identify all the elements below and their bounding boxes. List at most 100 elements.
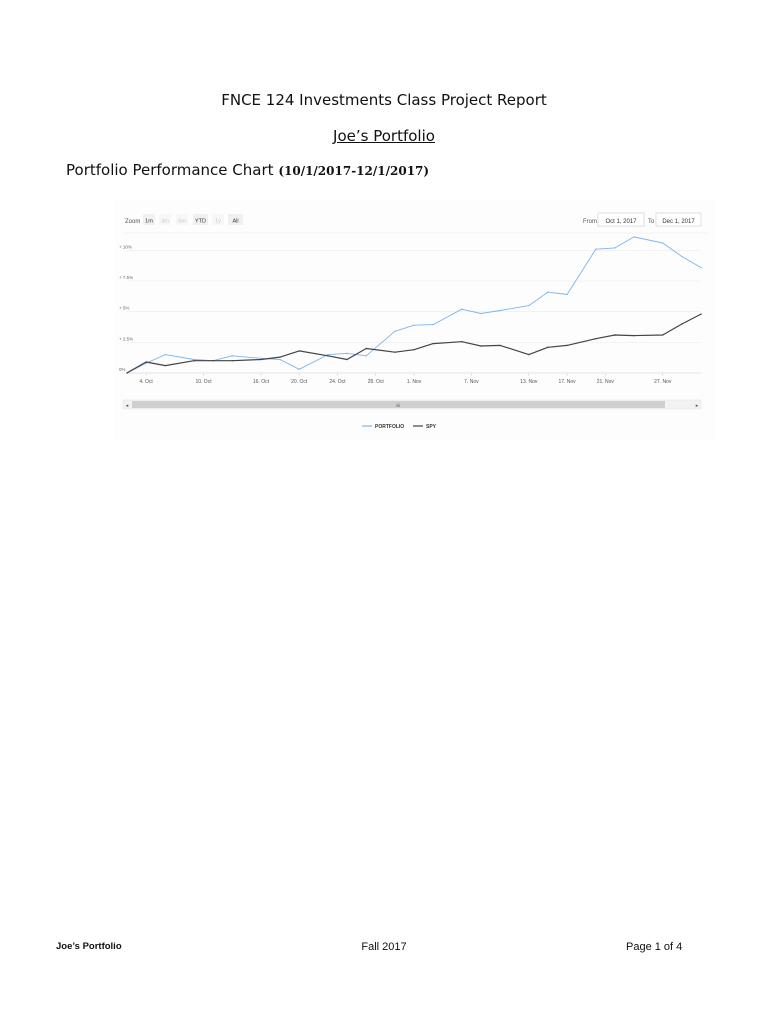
zoom-button-group: 1m 3m 6m YTD 1y All xyxy=(143,214,243,225)
data-point-portfolio xyxy=(193,358,195,361)
data-point-portfolio xyxy=(662,242,664,244)
x-tick-label: 27. Nov xyxy=(654,379,672,385)
data-point-portfolio xyxy=(413,324,415,326)
data-point-spy xyxy=(480,345,482,347)
plot-area: 0% + 2.5% + 5% + 7.5% + 10% 4. Oct 10. Oct 16. … xyxy=(119,232,707,385)
scroll-left-arrow-icon[interactable]: ◂ xyxy=(126,403,129,409)
section-heading-range: (10/1/2017-12/1/2017) xyxy=(278,164,430,178)
section-heading-text: Portfolio Performance Chart xyxy=(66,161,274,179)
data-point-spy xyxy=(394,351,396,353)
scrollbar-grip-icon: ≡ xyxy=(395,402,400,409)
data-point-spy xyxy=(662,334,664,336)
data-point-spy xyxy=(700,313,702,315)
x-tick-label: 4. Oct xyxy=(139,379,153,385)
data-point-spy xyxy=(365,347,367,350)
data-point-portfolio xyxy=(614,247,616,249)
y-tick-label: + 10% xyxy=(119,244,132,249)
zoom-button-6m[interactable] xyxy=(176,214,188,225)
zoom-button-label-1y[interactable]: 1y xyxy=(215,219,221,225)
data-point-portfolio xyxy=(633,236,635,238)
data-point-spy xyxy=(595,337,597,340)
data-point-portfolio xyxy=(499,309,501,312)
data-point-spy xyxy=(461,341,463,343)
to-label: To xyxy=(648,219,655,225)
footer-portfolio-name: Joe’s Portfolio xyxy=(56,941,122,952)
x-tick-label: 13. Nov xyxy=(520,379,538,385)
y-tick-label: 0% xyxy=(119,367,126,372)
data-point-portfolio xyxy=(260,357,262,359)
document-title: FNCE 124 Investments Class Project Repor… xyxy=(221,91,547,109)
data-point-spy xyxy=(212,360,214,362)
zoom-button-label-6m[interactable]: 6m xyxy=(178,219,186,225)
y-tick-label: + 5% xyxy=(119,306,129,311)
zoom-label: Zoom xyxy=(125,219,140,225)
data-point-spy xyxy=(231,360,233,362)
data-point-spy xyxy=(614,334,616,336)
zoom-button-label-all[interactable]: All xyxy=(232,219,238,225)
data-point-spy xyxy=(528,353,530,356)
document-subtitle: Joe’s Portfolio xyxy=(333,127,435,145)
data-point-portfolio xyxy=(480,312,482,315)
zoom-button-3m[interactable] xyxy=(159,214,171,225)
data-point-spy xyxy=(260,358,262,361)
data-point-spy xyxy=(681,323,683,325)
data-point-spy xyxy=(432,342,434,345)
legend-item-spy[interactable]: SPY xyxy=(426,424,437,430)
footer-page-number: Page 1 of 4 xyxy=(626,941,683,953)
data-point-portfolio xyxy=(279,358,281,361)
from-date-input-box[interactable] xyxy=(597,212,645,227)
zoom-button-1m[interactable] xyxy=(143,214,155,225)
data-point-spy xyxy=(566,344,568,347)
data-point-spy xyxy=(164,364,166,367)
zoom-button-label-ytd[interactable]: YTD xyxy=(195,219,206,225)
data-point-portfolio xyxy=(566,293,568,296)
data-point-portfolio xyxy=(432,323,434,326)
data-point-spy xyxy=(413,349,415,351)
data-point-spy xyxy=(633,334,635,337)
to-date-input[interactable]: Dec 1, 2017 xyxy=(662,219,695,225)
data-point-portfolio xyxy=(327,353,329,356)
x-tick-label: 24. Oct xyxy=(329,379,346,385)
x-tick-label: 10. Oct xyxy=(195,379,212,385)
x-tick-label: 17. Nov xyxy=(558,379,576,385)
x-tick-label: 21. Nov xyxy=(597,379,615,385)
x-tick-label: 28. Oct xyxy=(368,379,385,385)
legend-item-portfolio[interactable]: PORTFOLIO xyxy=(375,424,404,430)
footer-term: Fall 2017 xyxy=(361,941,407,953)
data-point-spy xyxy=(279,356,281,358)
y-tick-label: + 7.5% xyxy=(119,275,133,280)
data-point-portfolio xyxy=(164,353,166,356)
data-point-portfolio xyxy=(298,368,300,371)
zoom-button-all[interactable] xyxy=(228,214,243,225)
data-point-portfolio xyxy=(346,352,348,355)
data-point-portfolio xyxy=(681,255,683,258)
data-point-portfolio xyxy=(528,304,530,307)
section-heading: Portfolio Performance Chart (10/1/2017-1… xyxy=(66,161,429,179)
data-point-portfolio xyxy=(365,355,367,357)
from-label: From xyxy=(583,219,597,225)
from-date-input[interactable]: Oct 1, 2017 xyxy=(605,219,637,225)
data-point-portfolio xyxy=(700,266,702,269)
data-point-spy xyxy=(499,344,501,347)
zoom-button-label-1m[interactable]: 1m xyxy=(145,219,153,225)
zoom-button-1y[interactable] xyxy=(212,214,224,225)
data-point-portfolio xyxy=(461,308,463,310)
performance-chart: Zoom 1m 3m 6m YTD 1y All From Oct 1, 2017 To … xyxy=(115,200,715,440)
x-tick-label: 1. Nov xyxy=(407,379,422,385)
data-point-spy xyxy=(327,355,329,357)
data-point-spy xyxy=(547,346,549,348)
x-tick-label: 20. Oct xyxy=(291,379,308,385)
data-point-spy xyxy=(346,358,348,361)
navigator-scrollbar-thumb[interactable] xyxy=(132,401,665,408)
data-point-spy xyxy=(126,372,128,374)
data-point-portfolio xyxy=(231,355,233,357)
zoom-button-label-3m[interactable]: 3m xyxy=(161,219,169,225)
data-point-spy xyxy=(145,361,147,363)
zoom-button-ytd[interactable] xyxy=(193,214,208,225)
data-point-portfolio xyxy=(595,248,597,250)
scroll-right-arrow-icon[interactable]: ▸ xyxy=(696,403,699,409)
data-point-spy xyxy=(193,360,195,362)
data-point-spy xyxy=(298,350,300,352)
to-date-input-box[interactable] xyxy=(655,212,702,227)
x-tick-label: 7. Nov xyxy=(464,379,479,385)
